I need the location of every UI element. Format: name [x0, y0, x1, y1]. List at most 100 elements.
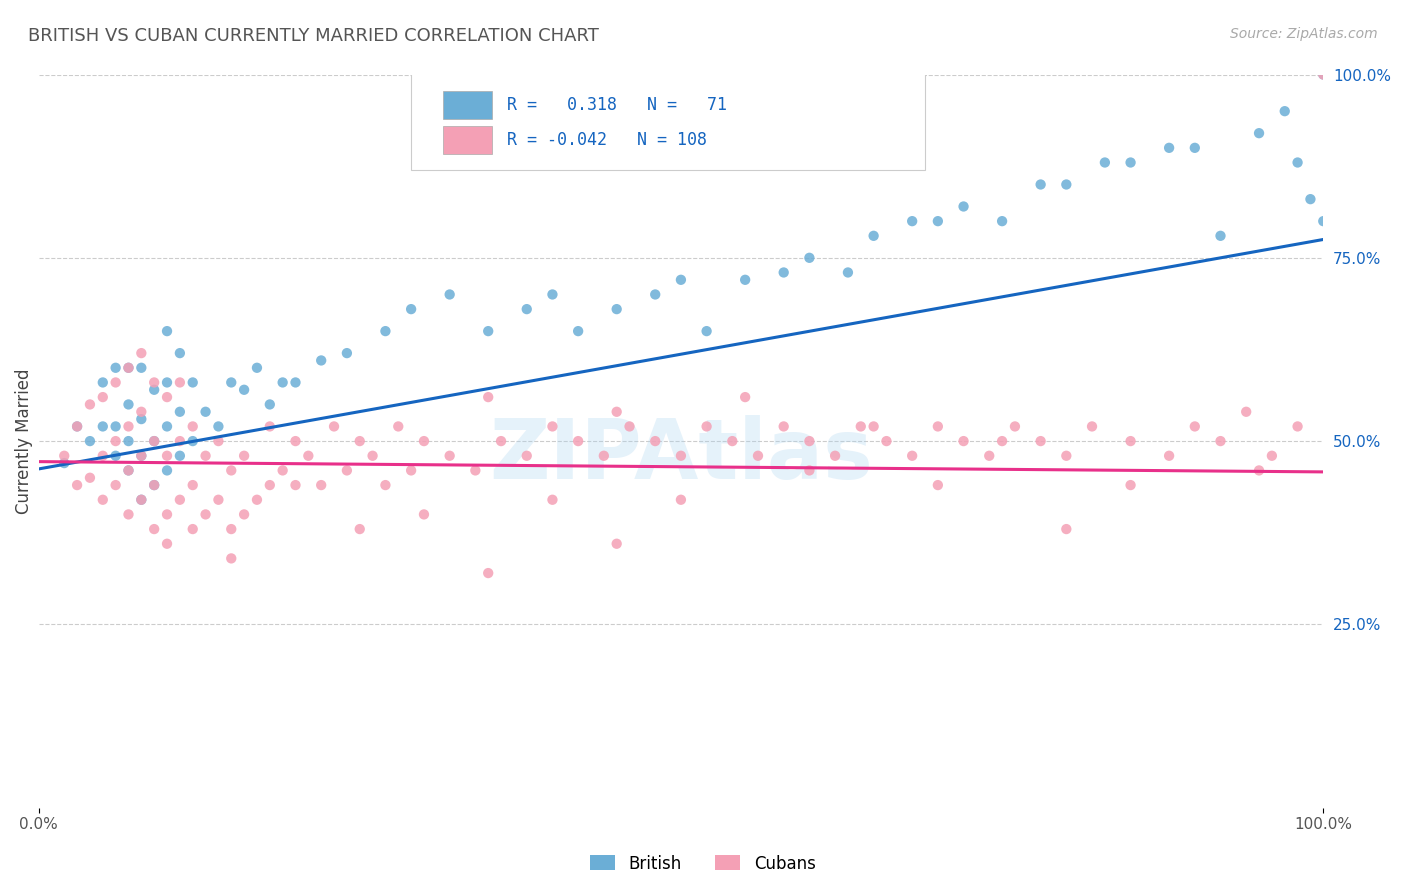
Point — [721, 434, 744, 449]
Point — [91, 449, 114, 463]
Point — [1119, 478, 1142, 492]
Point — [117, 360, 139, 375]
Point — [606, 405, 628, 419]
Point — [606, 302, 628, 317]
Point — [181, 522, 204, 536]
Point — [824, 449, 846, 463]
Point — [143, 522, 166, 536]
Point — [207, 492, 229, 507]
Point — [592, 449, 614, 463]
Point — [91, 390, 114, 404]
Point — [131, 492, 153, 507]
Point — [1184, 141, 1206, 155]
Point — [644, 434, 666, 449]
Point — [131, 405, 153, 419]
Point — [104, 419, 127, 434]
Point — [219, 522, 242, 536]
Point — [747, 449, 769, 463]
Point — [143, 478, 166, 492]
Point — [297, 449, 319, 463]
Point — [233, 508, 256, 522]
Point — [117, 360, 139, 375]
Point — [284, 434, 307, 449]
Point — [669, 449, 692, 463]
Text: ZIPAtlas: ZIPAtlas — [489, 416, 873, 496]
Point — [399, 463, 422, 477]
Point — [349, 522, 371, 536]
Point — [156, 449, 179, 463]
Point — [131, 492, 153, 507]
Point — [477, 390, 499, 404]
Point — [1286, 155, 1309, 169]
Point — [349, 434, 371, 449]
Point — [194, 508, 217, 522]
Point — [489, 434, 512, 449]
Point — [91, 376, 114, 390]
Point — [259, 397, 281, 411]
Point — [991, 214, 1014, 228]
Point — [1119, 155, 1142, 169]
Point — [53, 456, 76, 470]
Point — [156, 537, 179, 551]
Point — [131, 449, 153, 463]
Point — [53, 449, 76, 463]
Point — [143, 434, 166, 449]
Text: BRITISH VS CUBAN CURRENTLY MARRIED CORRELATION CHART: BRITISH VS CUBAN CURRENTLY MARRIED CORRE… — [28, 27, 599, 45]
Point — [734, 273, 756, 287]
Point — [464, 463, 486, 477]
Point — [541, 419, 564, 434]
Point — [104, 376, 127, 390]
Point — [1054, 178, 1077, 192]
FancyBboxPatch shape — [443, 91, 492, 119]
Point — [91, 492, 114, 507]
Point — [361, 449, 384, 463]
Point — [541, 287, 564, 301]
Point — [1312, 214, 1334, 228]
Point — [131, 449, 153, 463]
Point — [156, 463, 179, 477]
FancyBboxPatch shape — [411, 70, 925, 169]
Point — [117, 508, 139, 522]
Point — [169, 376, 191, 390]
Point — [156, 419, 179, 434]
Point — [233, 383, 256, 397]
Text: R =   0.318   N =   71: R = 0.318 N = 71 — [508, 95, 727, 113]
Point — [117, 419, 139, 434]
Point — [516, 449, 538, 463]
Point — [336, 463, 359, 477]
Point — [181, 376, 204, 390]
Point — [309, 353, 332, 368]
Point — [1234, 405, 1257, 419]
Point — [207, 434, 229, 449]
Point — [219, 376, 242, 390]
Point — [259, 478, 281, 492]
Point — [1312, 68, 1334, 82]
Point — [837, 265, 859, 279]
Point — [79, 397, 101, 411]
Point — [156, 324, 179, 338]
Point — [309, 478, 332, 492]
Point — [567, 434, 589, 449]
Point — [156, 390, 179, 404]
Point — [1261, 449, 1284, 463]
Point — [233, 449, 256, 463]
Point — [219, 463, 242, 477]
Point — [696, 419, 718, 434]
Point — [143, 383, 166, 397]
Point — [927, 214, 949, 228]
Point — [143, 478, 166, 492]
Point — [323, 419, 346, 434]
Point — [772, 265, 794, 279]
Point — [117, 397, 139, 411]
Point — [104, 449, 127, 463]
Point — [399, 302, 422, 317]
Point — [207, 419, 229, 434]
Text: Source: ZipAtlas.com: Source: ZipAtlas.com — [1230, 27, 1378, 41]
Point — [952, 199, 974, 213]
Point — [413, 508, 436, 522]
Point — [66, 419, 89, 434]
Point — [901, 214, 924, 228]
Point — [1054, 449, 1077, 463]
Point — [862, 419, 884, 434]
Point — [901, 449, 924, 463]
